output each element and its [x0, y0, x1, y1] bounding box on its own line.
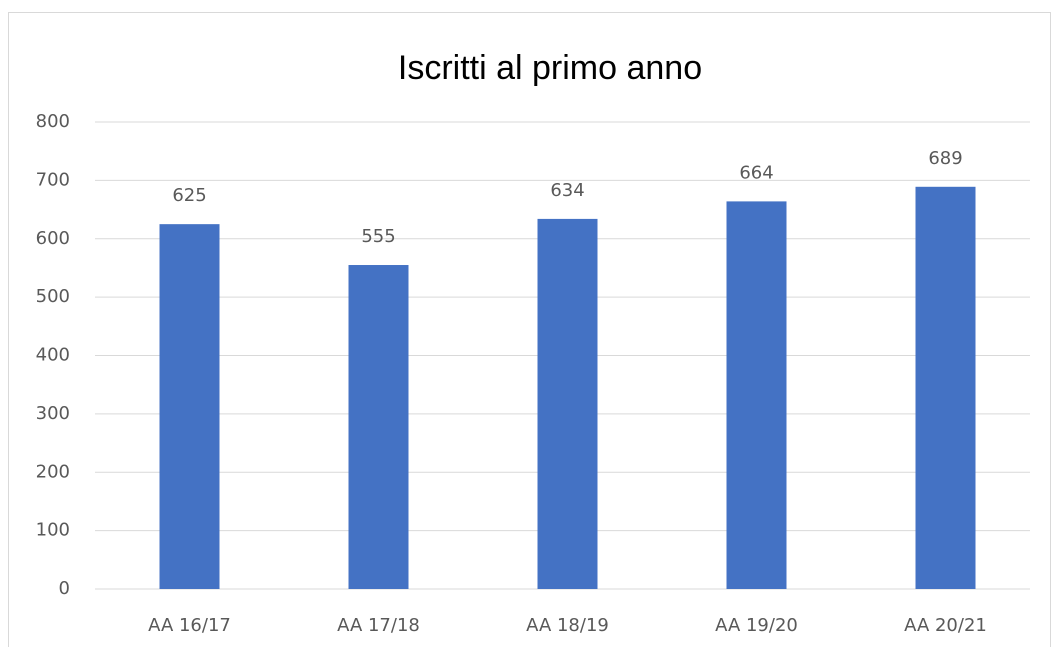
bar	[915, 186, 976, 589]
y-tick-label: 600	[36, 228, 70, 249]
y-tick-label: 300	[36, 403, 70, 424]
y-tick-label: 0	[59, 578, 70, 599]
chart-title: Iscritti al primo anno	[398, 49, 702, 87]
x-tick-label: AA 17/18	[337, 615, 420, 636]
bar	[537, 218, 598, 589]
y-tick-label: 700	[36, 169, 70, 190]
x-tick-label: AA 19/20	[715, 615, 798, 636]
bar	[348, 265, 409, 589]
x-tick-label: AA 20/21	[904, 615, 987, 636]
data-label: 555	[361, 226, 395, 247]
x-tick-label: AA 16/17	[148, 615, 231, 636]
y-tick-label: 200	[36, 461, 70, 482]
data-label: 664	[739, 162, 773, 183]
bar	[159, 224, 220, 589]
data-label: 625	[172, 185, 206, 206]
bar	[726, 201, 787, 589]
y-tick-label: 800	[36, 111, 70, 132]
y-tick-label: 400	[36, 345, 70, 366]
y-tick-label: 100	[36, 520, 70, 541]
y-tick-label: 500	[36, 286, 70, 307]
x-tick-label: AA 18/19	[526, 615, 609, 636]
data-label: 689	[928, 148, 962, 169]
data-label: 634	[550, 180, 584, 201]
